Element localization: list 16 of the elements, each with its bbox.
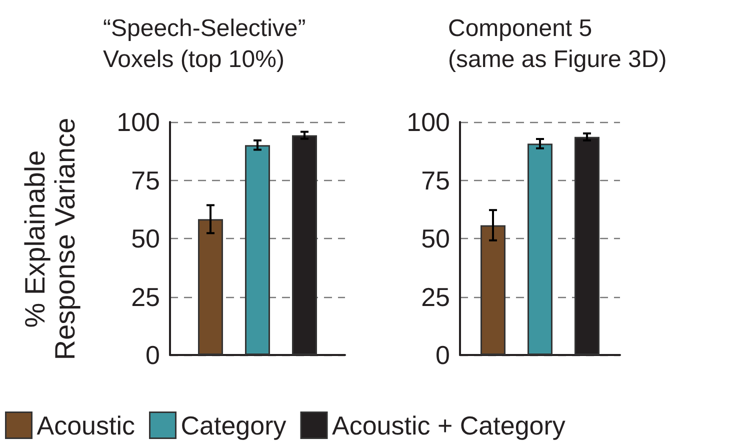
y-tick-label: 25 [131,282,160,312]
y-tick-label: 0 [436,340,450,370]
y-tick-label: 75 [421,165,450,196]
y-tick-label: 25 [421,282,450,312]
chart-title: Component 5 (same as Figure 3D) [448,15,667,73]
y-tick-label: 75 [131,165,160,196]
y-axis-title: % Explainable Response Variance [20,118,80,360]
legend-label: Category [180,410,286,440]
y-tick-label: 100 [406,107,450,137]
y-tick-label: 0 [146,340,160,370]
legend-label: Acoustic + Category [332,410,566,440]
y-tick-label: 100 [116,107,160,137]
y-tick-label: 50 [131,224,160,254]
chart-title: “Speech-Selective” Voxels (top 10%) [103,15,306,73]
legend-label: Acoustic [36,410,136,440]
y-tick-label: 50 [421,224,450,254]
